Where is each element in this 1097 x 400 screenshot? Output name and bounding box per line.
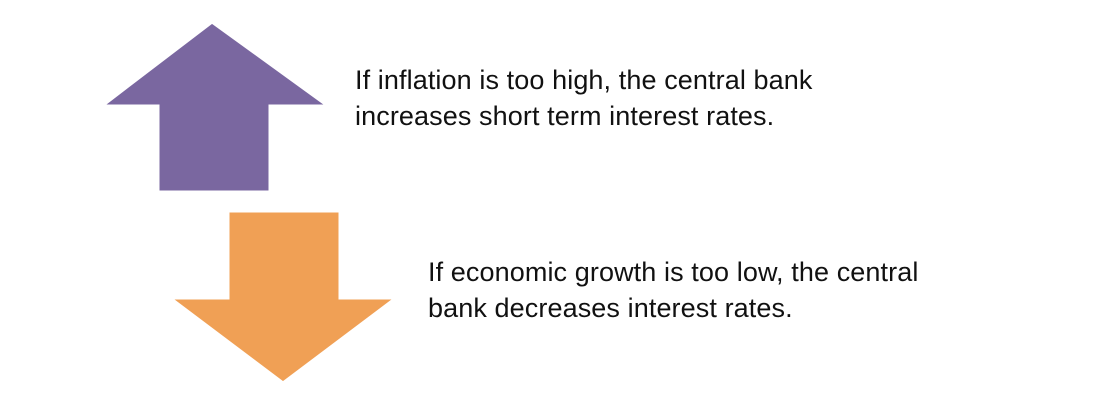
arrow-down-icon <box>165 209 401 385</box>
inflation-caption: If inflation is too high, the central ba… <box>355 62 812 134</box>
inflation-caption-line-1: If inflation is too high, the central ba… <box>355 65 813 95</box>
arrow-down-shape <box>165 209 401 385</box>
growth-caption: If economic growth is too low, the centr… <box>428 254 918 326</box>
inflation-caption-line-2: increases short term interest rates. <box>355 101 775 131</box>
growth-caption-line-2: bank decreases interest rates. <box>428 293 793 323</box>
arrow-up-icon <box>97 20 333 194</box>
arrow-up-shape <box>97 20 333 194</box>
growth-caption-line-1: If economic growth is too low, the centr… <box>428 257 919 287</box>
